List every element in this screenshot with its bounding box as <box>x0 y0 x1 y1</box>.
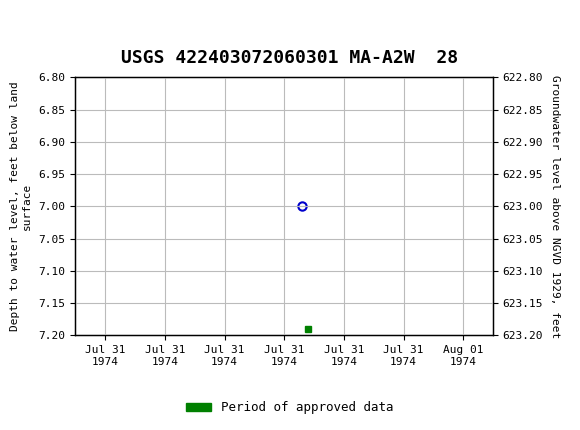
Y-axis label: Groundwater level above NGVD 1929, feet: Groundwater level above NGVD 1929, feet <box>550 75 560 338</box>
Text: USGS 422403072060301 MA-A2W  28: USGS 422403072060301 MA-A2W 28 <box>121 49 459 67</box>
Y-axis label: Depth to water level, feet below land
surface: Depth to water level, feet below land su… <box>10 82 32 331</box>
Text: ▒USGS: ▒USGS <box>9 13 75 39</box>
Legend: Period of approved data: Period of approved data <box>181 396 399 419</box>
